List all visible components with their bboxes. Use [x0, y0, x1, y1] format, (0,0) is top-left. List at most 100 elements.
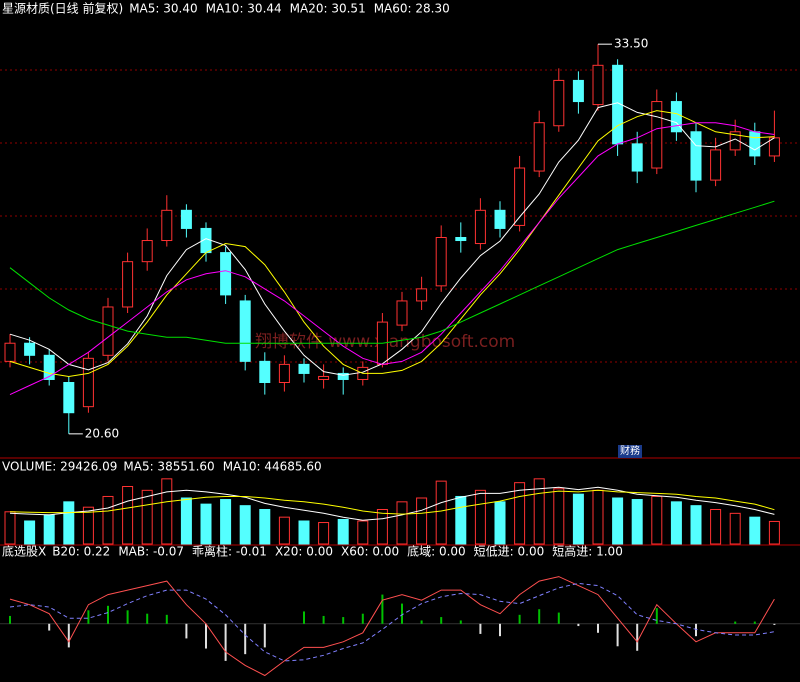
candle-body — [4, 342, 16, 362]
volume-bar — [514, 482, 526, 545]
candle-body — [670, 101, 682, 133]
badge: 财務 — [620, 444, 640, 457]
candle-body — [592, 64, 604, 106]
candle-body — [396, 300, 408, 326]
candle-body — [141, 240, 153, 263]
candle-body — [710, 149, 722, 181]
candle-body — [416, 288, 428, 302]
candle-body — [82, 357, 94, 408]
legend-label: 短低进: 0.00 — [474, 545, 545, 559]
legend-label: MAB: -0.07 — [118, 545, 184, 559]
ma-line — [9, 200, 775, 344]
volume-bar — [612, 497, 624, 545]
candle-body — [161, 209, 173, 242]
legend-label: B20: 0.22 — [52, 545, 110, 559]
legend-label: 短高进: 1.00 — [552, 544, 623, 559]
volume-bar — [239, 505, 251, 545]
badge-bg — [618, 445, 642, 458]
legend-label: X60: 0.00 — [341, 545, 399, 559]
volume-bar — [455, 495, 467, 545]
candle-body — [435, 237, 447, 287]
volume-bar — [651, 495, 663, 545]
volume-bar — [337, 518, 349, 545]
legend-label: 底域: 0.00 — [407, 544, 466, 559]
volume-bar — [572, 493, 584, 545]
ma-line — [9, 110, 775, 378]
candle-body — [298, 363, 310, 374]
volume-bar — [357, 520, 369, 545]
volume-bar — [141, 489, 153, 545]
candle-body — [690, 131, 702, 181]
candle-body — [122, 261, 134, 308]
indicator-line — [9, 582, 775, 662]
volume-bar — [63, 501, 75, 545]
volume-bar — [24, 520, 36, 545]
candle-body — [239, 300, 251, 362]
volume-bar — [729, 512, 741, 545]
volume-bar — [396, 501, 408, 545]
low-annotation: 20.60 — [85, 426, 119, 440]
volume-bar — [592, 489, 604, 545]
legend-label: 乖离柱: -0.01 — [192, 544, 267, 559]
volume-bar — [494, 501, 506, 545]
candle-body — [533, 122, 545, 172]
candle-body — [63, 382, 75, 414]
volume-bar — [631, 499, 643, 545]
volume-bar — [180, 497, 192, 545]
volume-bar — [710, 509, 722, 545]
volume-bar — [102, 495, 114, 545]
candle-body — [514, 167, 526, 226]
ma-line — [9, 102, 775, 376]
chart-title: 星源材质(日线 前复权) — [2, 1, 123, 16]
legend-label: MA5: 38551.60 — [123, 460, 214, 474]
candle-body — [278, 363, 290, 383]
volume-ma-line — [9, 489, 775, 515]
volume-bar — [298, 520, 310, 545]
volume-bar — [533, 478, 545, 545]
volume-bar — [749, 516, 761, 545]
volume-bar — [161, 478, 173, 545]
volume-bar — [416, 497, 428, 545]
legend-label: MA10: 30.44 — [206, 2, 282, 16]
candle-body — [43, 354, 55, 380]
candle-body — [455, 237, 467, 242]
candle-body — [494, 209, 506, 229]
legend-label: MA5: 30.40 — [129, 2, 197, 16]
volume-bar — [318, 522, 330, 545]
candle-body — [553, 79, 565, 127]
volume-bar — [670, 501, 682, 545]
candle-body — [102, 306, 114, 356]
candle-body — [220, 252, 232, 296]
volume-bar — [376, 509, 388, 545]
indicator-line — [9, 576, 775, 677]
volume-bar — [122, 486, 134, 545]
candle-body — [180, 209, 192, 229]
candle-body — [259, 360, 271, 383]
volume-bar — [43, 514, 55, 545]
candle-body — [749, 131, 761, 157]
chart-title: 底选股X — [2, 544, 46, 559]
volume-bar — [690, 505, 702, 545]
candle-body — [651, 101, 663, 169]
volume-bar — [200, 503, 212, 545]
volume-bar — [435, 480, 447, 545]
volume-bar — [768, 520, 780, 545]
candle-body — [631, 143, 643, 172]
legend-label: MA60: 28.30 — [374, 2, 450, 16]
volume-bar — [474, 489, 486, 545]
volume-ma-line — [9, 486, 775, 521]
chart-title: VOLUME: 29426.09 — [2, 460, 117, 474]
volume-bar — [220, 499, 232, 545]
volume-bar — [553, 488, 565, 545]
volume-bar — [82, 506, 94, 545]
candle-body — [337, 372, 349, 380]
volume-bar — [259, 509, 271, 545]
candle-body — [318, 375, 330, 380]
high-annotation: 33.50 — [614, 37, 648, 51]
legend-label: MA10: 44685.60 — [223, 460, 322, 474]
volume-bar — [4, 511, 16, 545]
volume-bar — [278, 516, 290, 545]
candle-body — [474, 209, 486, 245]
legend-label: X20: 0.00 — [275, 545, 333, 559]
